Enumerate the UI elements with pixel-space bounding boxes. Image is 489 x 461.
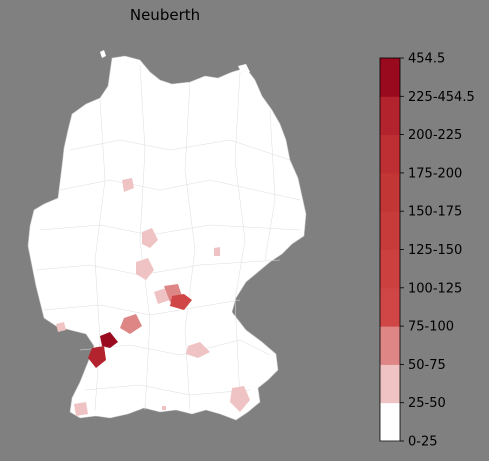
district-25-50 — [56, 322, 66, 332]
legend-tick-label: 75-100 — [408, 320, 454, 335]
district-25-50 — [154, 288, 170, 304]
shaded-districts — [56, 178, 250, 416]
district-454 — [100, 332, 118, 348]
district-25-50 — [186, 342, 210, 358]
legend-swatch — [380, 211, 400, 250]
legend-tick-label: 25-50 — [408, 396, 446, 411]
district-25-50 — [214, 247, 220, 256]
district-50-75 — [120, 314, 142, 334]
legend-swatch — [380, 364, 400, 404]
legend-swatch — [380, 326, 400, 365]
district-25-50 — [162, 406, 166, 410]
legend-tick-label: 100-125 — [408, 281, 462, 296]
island — [238, 64, 250, 74]
legend-swatch — [380, 172, 400, 212]
legend-tick-label: 225-454.5 — [408, 90, 475, 105]
district-25-50 — [74, 402, 88, 416]
district-225-454 — [88, 346, 106, 368]
legend-swatch — [380, 134, 400, 174]
legend-swatch — [380, 287, 400, 327]
legend-tick-label: 125-150 — [408, 243, 462, 258]
legend-swatch — [380, 249, 400, 289]
district-25-50 — [136, 258, 154, 280]
legend-swatch — [380, 402, 400, 442]
germany-choropleth-map — [27, 50, 307, 421]
map-title: Neuberth — [129, 6, 201, 24]
legend-tick-label: 454.5 — [408, 52, 445, 67]
district-75-100 — [170, 294, 192, 310]
legend-tick-label: 150-175 — [408, 205, 462, 220]
legend-swatch — [380, 96, 400, 136]
district-25-50 — [122, 178, 134, 192]
island — [100, 50, 106, 58]
district-25-50 — [230, 386, 250, 412]
legend-swatch — [380, 58, 400, 97]
legend-tick-label: 175-200 — [408, 166, 462, 181]
district-25-50 — [142, 228, 158, 248]
district-borders — [35, 64, 301, 411]
legend-tick-label: 200-225 — [408, 128, 462, 143]
legend-tick-label: 50-75 — [408, 358, 446, 373]
legend-tick-label: 0-25 — [408, 435, 438, 450]
